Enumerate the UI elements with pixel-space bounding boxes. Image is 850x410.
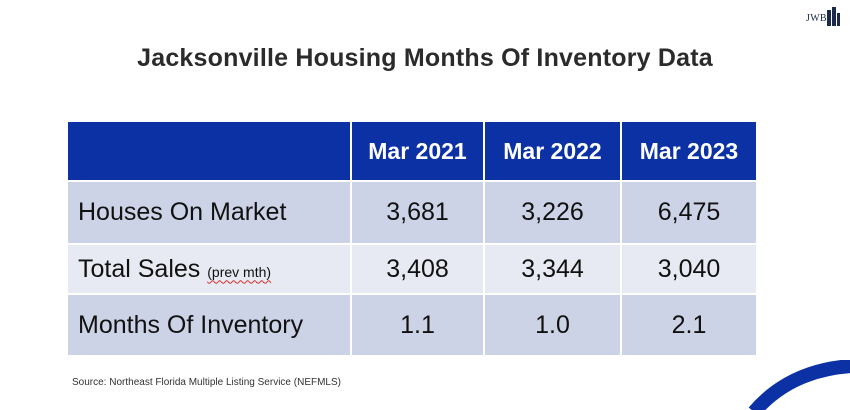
header-cell-mar-2022: Mar 2022 bbox=[483, 120, 622, 182]
table-cell: 3,344 bbox=[483, 243, 622, 295]
row-label: Months Of Inventory bbox=[66, 293, 352, 357]
page-title: Jacksonville Housing Months Of Inventory… bbox=[137, 44, 713, 72]
row-label: Total Sales (prev mth) bbox=[66, 243, 352, 295]
decorative-arc bbox=[748, 360, 850, 410]
row-label-text: Houses On Market bbox=[78, 198, 287, 226]
table-cell: 1.0 bbox=[483, 293, 622, 357]
table-cell: 3,040 bbox=[620, 243, 758, 295]
row-label-text: Total Sales bbox=[78, 254, 201, 283]
logo-text: JWB bbox=[806, 13, 827, 24]
table-cell: 1.1 bbox=[350, 293, 485, 357]
header-cell-empty bbox=[66, 120, 352, 182]
jwb-logo: JWB bbox=[806, 6, 846, 30]
table-row: Months Of Inventory 1.1 1.0 2.1 bbox=[66, 293, 758, 357]
building-icon bbox=[827, 7, 840, 26]
table-cell: 3,226 bbox=[483, 180, 622, 245]
table-cell: 3,408 bbox=[350, 243, 485, 295]
table-row: Total Sales (prev mth) 3,408 3,344 3,040 bbox=[66, 243, 758, 295]
row-label-note: (prev mth) bbox=[207, 263, 272, 280]
table-cell: 6,475 bbox=[620, 180, 758, 245]
header-cell-mar-2021: Mar 2021 bbox=[350, 120, 485, 182]
table-cell: 3,681 bbox=[350, 180, 485, 245]
row-label-text: Months Of Inventory bbox=[78, 310, 304, 339]
table-header-row: Mar 2021 Mar 2022 Mar 2023 bbox=[66, 120, 758, 182]
source-note: Source: Northeast Florida Multiple Listi… bbox=[72, 377, 341, 388]
table-row: Houses On Market 3,681 3,226 6,475 bbox=[66, 180, 758, 245]
row-label: Houses On Market bbox=[66, 180, 352, 245]
header-cell-mar-2023: Mar 2023 bbox=[620, 120, 758, 182]
table-cell: 2.1 bbox=[620, 293, 758, 357]
inventory-table: Mar 2021 Mar 2022 Mar 2023 Houses On Mar… bbox=[66, 120, 758, 357]
